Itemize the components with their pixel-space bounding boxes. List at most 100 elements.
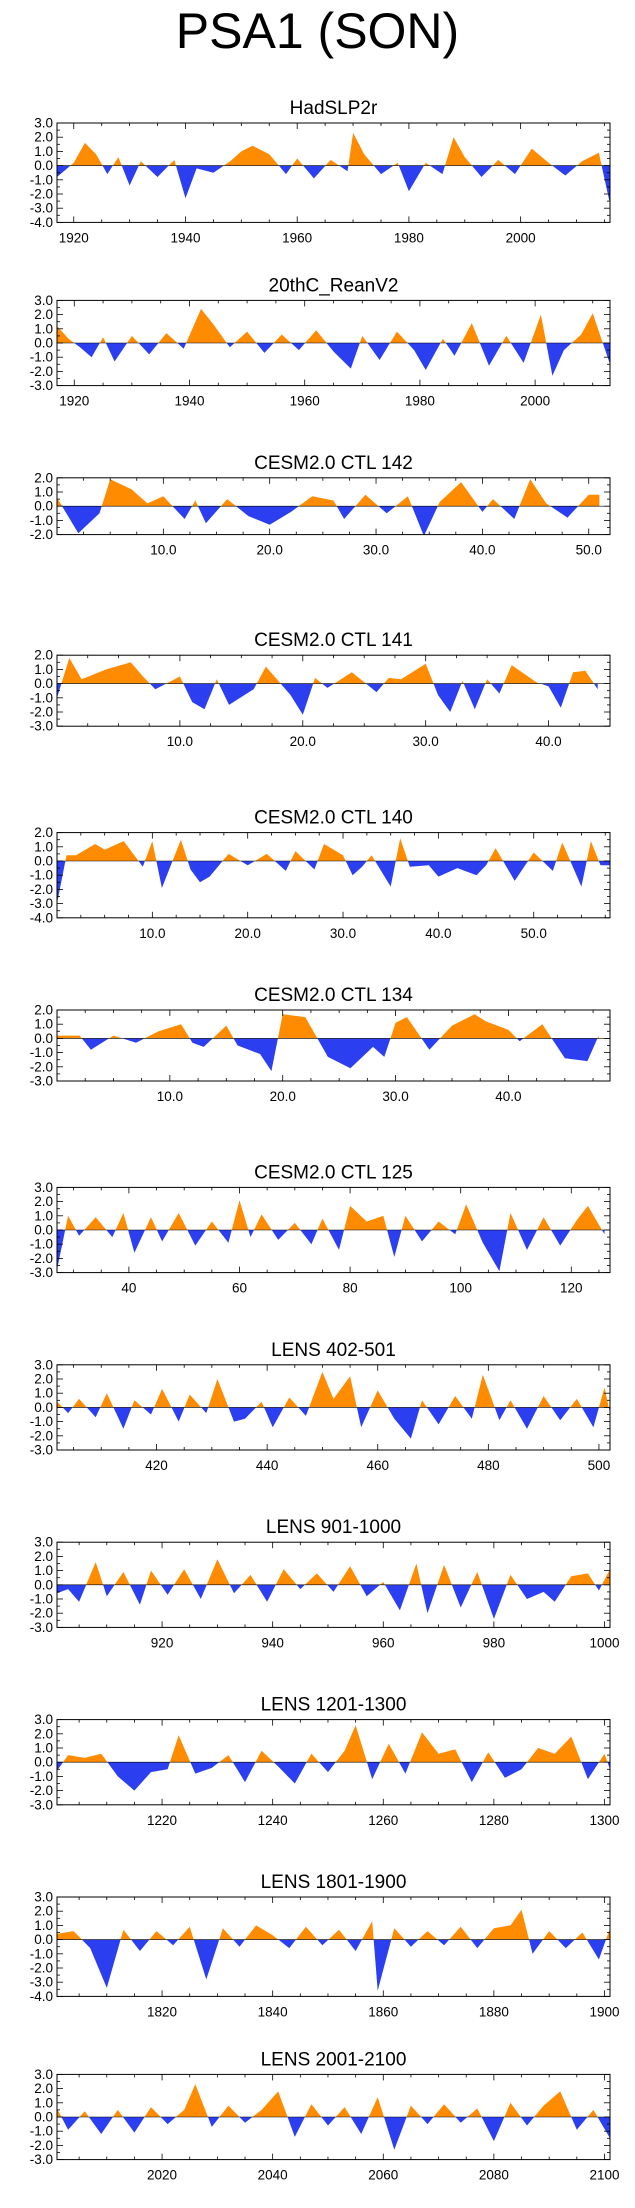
x-tick-label: 10.0 — [150, 543, 176, 558]
x-tick-label: 40.0 — [425, 926, 451, 941]
y-tick-label: -3.0 — [30, 719, 53, 734]
y-tick-label: 2.0 — [34, 307, 53, 322]
y-tick-label: -3.0 — [30, 896, 53, 911]
y-tick-label: 2.0 — [34, 1372, 53, 1387]
x-tick-label: 10.0 — [167, 734, 193, 749]
y-tick-label: -4.0 — [30, 1989, 53, 2004]
y-tick-label: -1.0 — [30, 172, 53, 187]
y-tick-label: 0.0 — [34, 2110, 53, 2125]
y-tick-label: -1.0 — [30, 1045, 53, 1060]
x-tick-label: 1860 — [368, 2004, 398, 2019]
negative-area — [57, 1939, 610, 1991]
y-tick-label: 2.0 — [34, 648, 53, 663]
y-tick-label: 0.0 — [34, 676, 53, 691]
panel-title: LENS 1801-1900 — [261, 1872, 407, 1893]
y-tick-label: -1.0 — [30, 1237, 53, 1252]
negative-area — [57, 1230, 605, 1272]
panel-title: LENS 402-501 — [271, 1340, 396, 1361]
positive-area — [57, 658, 598, 684]
x-tick-label: 1280 — [479, 1813, 509, 1828]
panel-3: CESM2.0 CTL 142 2.01.00.0-1.0-2.0 10.0 20.0… — [30, 453, 611, 558]
panel-12: LENS 2001-2100 3.02.01.00.0-1.0-2.0-3.0 20… — [30, 2049, 620, 2182]
panel-title: CESM2.0 CTL 140 — [254, 808, 413, 829]
y-tick-label: -2.0 — [30, 2138, 53, 2153]
y-tick-label: -2.0 — [30, 364, 53, 379]
y-tick-label: 2.0 — [34, 1194, 53, 1209]
plot-frame — [56, 122, 611, 223]
y-tick-label: -3.0 — [30, 1443, 53, 1458]
x-tick-label: 2000 — [520, 394, 550, 409]
positive-area — [57, 479, 600, 507]
positive-area — [70, 132, 602, 166]
y-tick-label: -2.0 — [30, 527, 53, 542]
y-tick-label: 1.0 — [34, 1386, 53, 1401]
x-tick-label: 1240 — [258, 1813, 288, 1828]
panel-title: CESM2.0 CTL 134 — [254, 985, 413, 1006]
y-tick-label: 0.0 — [34, 1932, 53, 1947]
x-tick-label: 2080 — [479, 2168, 509, 2183]
panel-5: CESM2.0 CTL 140 2.01.00.0-1.0-2.0-3.0-4.0… — [30, 808, 611, 941]
y-tick-label: -2.0 — [30, 882, 53, 897]
x-tick-label: 30.0 — [363, 543, 389, 558]
y-tick-label: 2.0 — [34, 130, 53, 145]
positive-area — [65, 838, 599, 861]
x-tick-label: 10.0 — [157, 1089, 183, 1104]
x-tick-label: 1920 — [59, 394, 89, 409]
x-tick-label: 440 — [256, 1458, 279, 1473]
y-tick-label: 0.0 — [34, 499, 53, 514]
x-tick-label: 30.0 — [413, 734, 439, 749]
positive-area — [86, 1559, 610, 1585]
y-tick-label: 3.0 — [34, 1180, 53, 1195]
x-tick-label: 100 — [449, 1281, 472, 1296]
y-tick-label: -2.0 — [30, 1783, 53, 1798]
x-tick-label: 1940 — [170, 230, 200, 245]
y-tick-label: -3.0 — [30, 201, 53, 216]
x-tick-label: 420 — [145, 1458, 168, 1473]
panel-11: LENS 1801-1900 3.02.01.00.0-1.0-2.0-3.0-4… — [30, 1872, 620, 2019]
x-tick-label: 2060 — [368, 2168, 398, 2183]
x-tick-label: 10.0 — [139, 926, 165, 941]
y-tick-label: 0.0 — [34, 1755, 53, 1770]
x-tick-label: 500 — [588, 1458, 611, 1473]
positive-area — [57, 1371, 610, 1408]
panel-9: LENS 901-1000 3.02.01.00.0-1.0-2.0-3.0 920… — [30, 1517, 620, 1650]
y-tick-label: -4.0 — [30, 910, 53, 925]
x-tick-label: 1960 — [282, 230, 312, 245]
y-tick-label: -3.0 — [30, 1620, 53, 1635]
x-tick-label: 120 — [560, 1281, 583, 1296]
x-tick-label: 480 — [477, 1458, 500, 1473]
y-tick-label: -3.0 — [30, 1975, 53, 1990]
x-tick-label: 1260 — [368, 1813, 398, 1828]
x-tick-label: 40 — [121, 1281, 136, 1296]
x-tick-label: 2000 — [506, 230, 536, 245]
panel-title: 20thC_ReanV2 — [269, 275, 399, 296]
panel-10: LENS 1201-1300 3.02.01.00.0-1.0-2.0-3.0 12… — [30, 1695, 620, 1828]
x-tick-label: 2020 — [147, 2168, 177, 2183]
positive-area — [57, 308, 603, 343]
y-tick-label: -2.0 — [30, 187, 53, 202]
y-tick-label: 1.0 — [34, 1017, 53, 1032]
y-tick-label: 1.0 — [34, 662, 53, 677]
y-tick-label: 1.0 — [34, 321, 53, 336]
y-tick-label: 1.0 — [34, 1563, 53, 1578]
panel-8: LENS 402-501 3.02.01.00.0-1.0-2.0-3.0 420 4… — [30, 1340, 611, 1473]
negative-area — [57, 343, 610, 376]
y-tick-label: -2.0 — [30, 1059, 53, 1074]
x-tick-label: 960 — [372, 1635, 395, 1650]
y-tick-label: -1.0 — [30, 1414, 53, 1429]
x-tick-label: 1880 — [479, 2004, 509, 2019]
y-tick-label: -1.0 — [30, 868, 53, 883]
y-tick-label: 0.0 — [34, 1400, 53, 1415]
y-tick-label: -1.0 — [30, 2124, 53, 2139]
y-tick-label: 2.0 — [34, 1003, 53, 1018]
y-tick-label: 3.0 — [34, 1712, 53, 1727]
panel-title: HadSLP2r — [290, 98, 378, 119]
y-tick-label: -1.0 — [30, 513, 53, 528]
y-tick-label: 2.0 — [34, 1549, 53, 1564]
x-tick-label: 920 — [151, 1635, 174, 1650]
y-tick-label: -2.0 — [30, 705, 53, 720]
y-tick-label: 0.0 — [34, 854, 53, 869]
y-tick-label: 3.0 — [34, 1357, 53, 1372]
panel-title: LENS 2001-2100 — [261, 2049, 407, 2070]
